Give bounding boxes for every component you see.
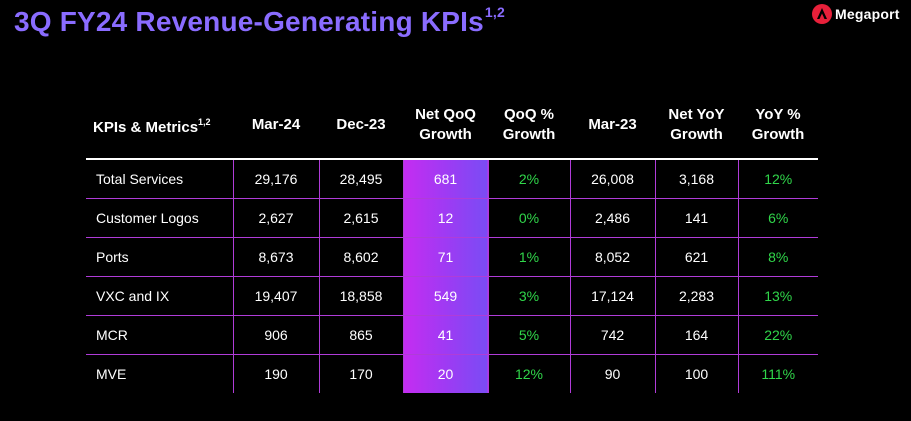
table-cell: 2% — [488, 159, 571, 199]
table-cell: VXC and IX — [86, 276, 234, 316]
column-header-line2: Growth — [670, 126, 723, 143]
table-cell: 170 — [319, 354, 404, 393]
table-cell: 164 — [655, 315, 739, 355]
column-header-line1: KPIs & Metrics — [93, 118, 199, 136]
table-cell: 6% — [738, 198, 818, 238]
table-row: Customer Logos 2,627 2,615 12 0% 2,486 141 6% — [86, 198, 818, 238]
table-row: MVE 190 170 20 12% 90 100 111% — [86, 354, 818, 393]
table-cell: 41 — [403, 315, 489, 355]
column-header: Net QoQ Growth — [403, 92, 488, 160]
column-header-superscript: 1,2 — [198, 116, 211, 127]
table-cell: 2,627 — [233, 198, 320, 238]
table-cell: 1% — [488, 237, 571, 277]
table-cell: 12% — [488, 354, 571, 393]
table-cell: 8% — [738, 237, 818, 277]
page-title: 3Q FY24 Revenue-Generating KPIs1,2 — [14, 3, 505, 38]
table-cell: 3,168 — [655, 159, 739, 199]
column-header: Mar-24 — [233, 92, 319, 160]
table-cell: 2,486 — [570, 198, 656, 238]
column-header-line2: Growth — [751, 126, 805, 143]
column-header: YoY % Growth — [738, 92, 818, 160]
table-cell: 0% — [488, 198, 571, 238]
table-cell: 3% — [488, 276, 571, 316]
column-header-line1: Mar-24 — [251, 116, 301, 133]
kpi-table: KPIs & Metrics1,2 Mar-24 Dec-23 Net QoQ Grow… — [86, 92, 818, 393]
column-header: KPIs & Metrics1,2 — [86, 92, 233, 160]
table-row: Total Services 29,176 28,495 681 2% 26,008 3,1… — [86, 159, 818, 199]
table-cell: 111% — [761, 366, 796, 382]
table-cell: 28,495 — [319, 159, 404, 199]
page-title-superscript: 1,2 — [484, 3, 505, 20]
table-cell: 17,124 — [570, 276, 656, 316]
table-cell: Ports — [86, 237, 234, 277]
table-cell: 26,008 — [570, 159, 656, 199]
table-cell: 22% — [738, 315, 818, 355]
column-header: QoQ % Growth — [488, 92, 570, 160]
column-header-line1: QoQ % — [503, 106, 554, 123]
column-header: Mar-23 — [570, 92, 655, 160]
table-cell: 12 — [403, 198, 489, 238]
table-cell: 8,052 — [570, 237, 656, 277]
table-cell: 29,176 — [233, 159, 320, 199]
column-header: Net YoY Growth — [655, 92, 738, 160]
column-header-line1: Mar-23 — [588, 116, 637, 133]
table-cell: 20 — [403, 354, 489, 393]
table-cell: 90 — [570, 354, 656, 393]
table-body: Total Services 29,176 28,495 681 2% 26,008 3,1… — [86, 159, 818, 393]
table-cell: 100 — [655, 354, 739, 393]
table-cell: 2,283 — [655, 276, 739, 316]
table-cell: 13% — [738, 276, 818, 316]
table-cell: Customer Logos — [86, 198, 234, 238]
logo-text: Megaport — [835, 6, 900, 22]
column-header-line1: YoY % — [755, 106, 801, 123]
table-cell: 12% — [738, 159, 818, 199]
column-header-line1: Net YoY — [668, 106, 725, 123]
column-header: Dec-23 — [319, 92, 403, 160]
table-cell: 621 — [655, 237, 739, 277]
table-cell: 549 — [403, 276, 489, 316]
table-cell: 906 — [233, 315, 320, 355]
table-cell: MCR — [86, 315, 234, 355]
table-cell: 8,602 — [319, 237, 404, 277]
table-row: MCR 906 865 41 5% 742 164 22% — [86, 315, 818, 355]
table-cell: MVE — [86, 354, 234, 393]
table-header-row: KPIs & Metrics1,2 Mar-24 Dec-23 Net QoQ Grow… — [86, 92, 818, 160]
table-row: VXC and IX 19,407 18,858 549 3% 17,124 2,283 13… — [86, 276, 818, 316]
column-header-line2: Growth — [502, 126, 556, 143]
table-cell: 2,615 — [319, 198, 404, 238]
table-row: Ports 8,673 8,602 71 1% 8,052 621 8% — [86, 237, 818, 277]
table-cell: 18,858 — [319, 276, 404, 316]
column-header-line1: Dec-23 — [336, 116, 386, 133]
table-cell: 681 — [403, 159, 489, 199]
column-header-line1: Net QoQ — [415, 106, 476, 123]
table-cell: 8,673 — [233, 237, 320, 277]
column-header-line2: Growth — [419, 126, 472, 143]
table-cell: 141 — [655, 198, 739, 238]
table-cell: 71 — [403, 237, 489, 277]
table-cell: 5% — [488, 315, 571, 355]
page-title-text: 3Q FY24 Revenue-Generating KPIs — [14, 6, 484, 37]
table-cell: Total Services — [86, 159, 234, 199]
table-cell: 190 — [233, 354, 320, 393]
megaport-logo-icon — [812, 4, 832, 24]
table-cell: 865 — [319, 315, 404, 355]
megaport-logo: Megaport — [812, 4, 900, 24]
table-cell: 19,407 — [233, 276, 320, 316]
table-cell: 742 — [570, 315, 656, 355]
